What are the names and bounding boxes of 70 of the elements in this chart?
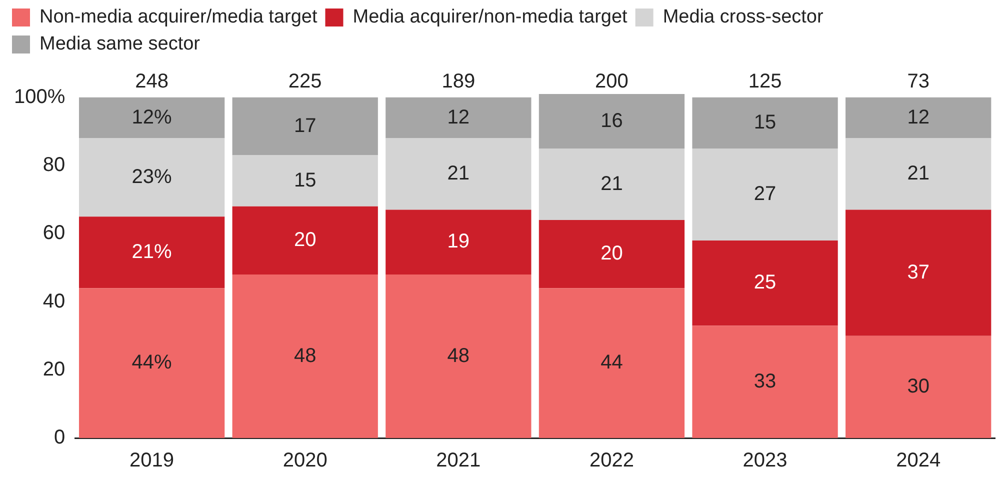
legend-label: Media same sector: [40, 34, 201, 55]
bar: [78, 216, 225, 288]
text: 200: [595, 70, 628, 93]
bar: [846, 336, 992, 438]
text: 225: [288, 70, 322, 93]
bar: [232, 155, 378, 206]
data-label: 33: [754, 370, 776, 392]
bar: [386, 210, 532, 275]
data-label: 23%: [132, 166, 172, 188]
y-tick-label: 40: [42, 290, 66, 312]
x-tick-label: 2020: [282, 450, 328, 472]
data-label: 48: [447, 344, 470, 367]
data-label: 30: [907, 375, 930, 398]
bar: [538, 94, 685, 148]
data-label: 16: [600, 110, 623, 132]
data-label: 21: [447, 162, 470, 185]
data-label: 12: [447, 106, 470, 128]
bar: [538, 148, 685, 220]
bar: [846, 97, 992, 138]
y-tick-label: 60: [42, 222, 66, 244]
legend-label: Media acquirer/non-media target: [352, 6, 628, 28]
data-label: 21: [600, 172, 623, 195]
data-label: 12%: [132, 106, 172, 128]
bar: [538, 288, 685, 438]
data-label: 44: [600, 352, 623, 374]
bar: [846, 210, 992, 336]
bar: [692, 326, 838, 438]
data-label: 44%: [132, 352, 172, 374]
bar: [232, 97, 378, 156]
bar: [386, 274, 532, 438]
x-tick-label: 2019: [130, 450, 174, 472]
bar: [78, 97, 225, 138]
bar: [692, 148, 838, 240]
bar: [232, 274, 378, 438]
data-label: 15: [754, 111, 776, 134]
x-tick-label: 2024: [896, 450, 941, 472]
y-tick-label: 0: [54, 426, 66, 449]
data-label: 21%: [132, 240, 172, 263]
y-tick-label: 100%: [14, 86, 66, 108]
y-tick-label: 20: [42, 358, 66, 380]
x-tick-label: 2022: [589, 450, 634, 472]
data-label: 20: [600, 242, 623, 265]
bar: [232, 206, 378, 275]
bar: [386, 138, 532, 210]
data-label: 37: [907, 261, 930, 284]
text: 189: [442, 70, 476, 93]
bar: [386, 97, 532, 138]
x-tick-label: 2021: [436, 450, 481, 472]
data-label: 19: [447, 230, 470, 253]
bar: [78, 138, 225, 217]
data-label: 27: [754, 182, 776, 205]
bar: [846, 138, 992, 210]
data-label: 20: [294, 228, 316, 251]
text: 248: [135, 70, 168, 93]
data-label: 48: [294, 344, 316, 367]
text: 125: [748, 70, 782, 93]
text: 73: [907, 70, 930, 93]
bar: [692, 240, 838, 326]
data-label: 25: [754, 272, 776, 294]
bar: [538, 220, 685, 288]
x-tick-label: 2023: [742, 450, 788, 472]
bar: [692, 97, 838, 148]
data-label: 17: [294, 114, 316, 137]
bar: [78, 288, 225, 438]
data-label: 12: [907, 106, 930, 128]
legend-label: Media cross-sector: [662, 6, 824, 28]
y-tick-label: 80: [42, 154, 66, 176]
legend-label: Non-media acquirer/media target: [40, 6, 318, 28]
data-label: 21: [907, 162, 930, 185]
data-label: 15: [294, 169, 316, 192]
